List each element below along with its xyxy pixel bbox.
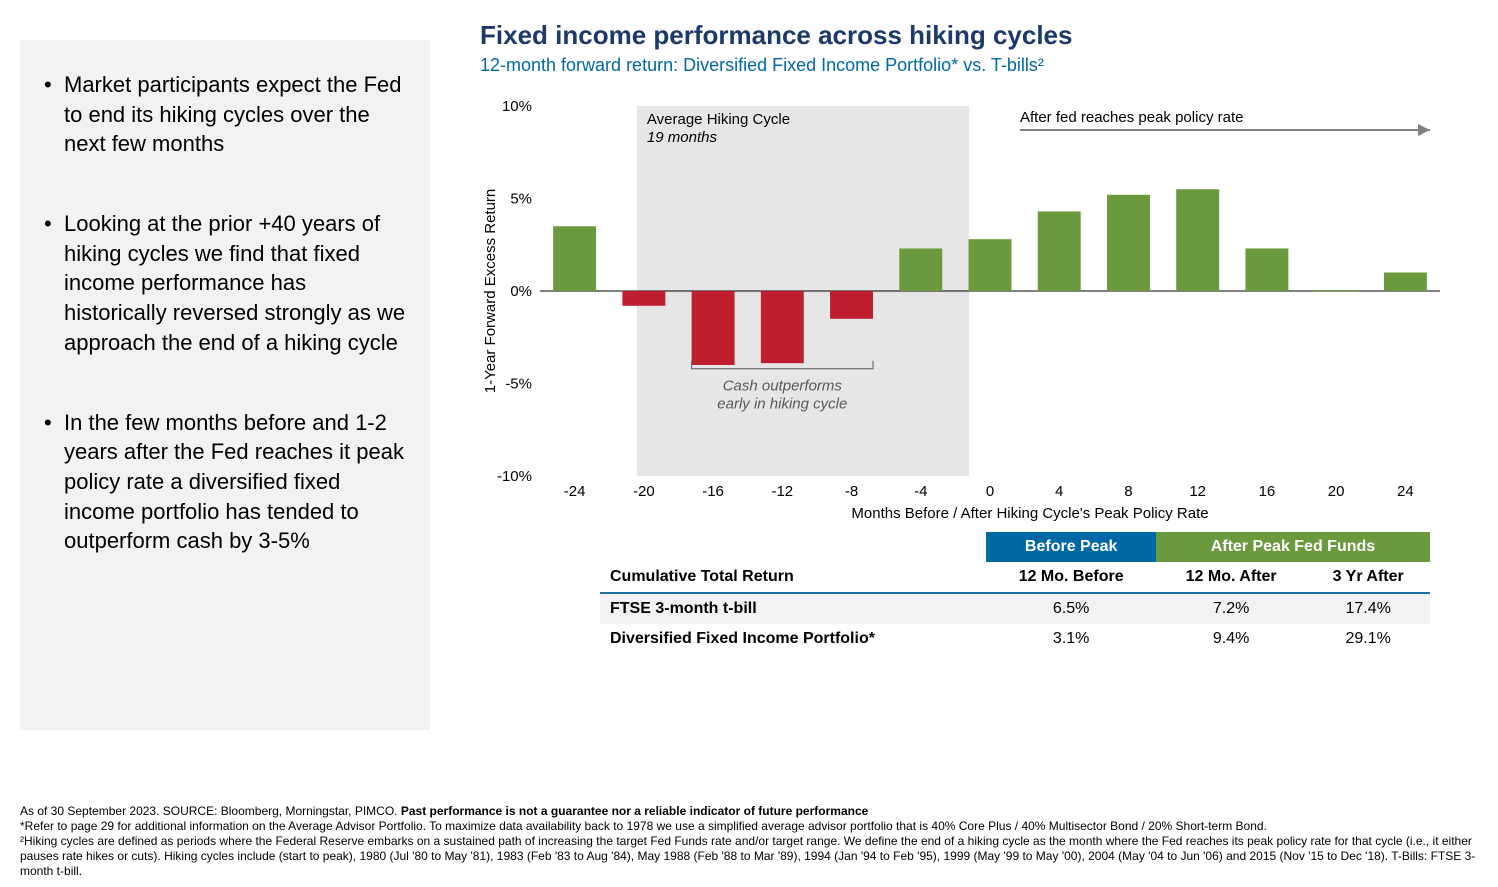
footnote-line: As of 30 September 2023. SOURCE: Bloombe…: [20, 804, 1478, 819]
footnote-text: As of 30 September 2023. SOURCE: Bloombe…: [20, 804, 401, 818]
svg-text:1-Year Forward Excess Return: 1-Year Forward Excess Return: [482, 189, 499, 394]
table-subheader-row: Cumulative Total Return 12 Mo. Before 12…: [600, 562, 1430, 593]
bar-chart: -10% -5% 0% 5% 10% -24 -20 -16 -12 -8 -4 0 4 8 12 16 20 2…: [480, 86, 1450, 526]
svg-text:0: 0: [986, 483, 994, 500]
table-cell: 29.1%: [1306, 624, 1430, 654]
chart-panel: Fixed income performance across hiking c…: [430, 20, 1478, 730]
footnote-bold: Past performance is not a guarantee nor …: [401, 804, 868, 818]
table-cell: 9.4%: [1156, 624, 1307, 654]
svg-text:10%: 10%: [502, 98, 532, 115]
svg-text:After fed reaches peak policy: After fed reaches peak policy rate: [1020, 109, 1243, 126]
svg-text:8: 8: [1124, 483, 1132, 500]
svg-text:24: 24: [1397, 483, 1414, 500]
table-row: FTSE 3-month t-bill 6.5% 7.2% 17.4%: [600, 593, 1430, 624]
svg-text:-24: -24: [564, 483, 586, 500]
table-cell: 7.2%: [1156, 593, 1307, 624]
svg-text:-10%: -10%: [497, 468, 532, 485]
svg-text:-5%: -5%: [505, 376, 532, 393]
svg-text:19 months: 19 months: [647, 129, 718, 146]
svg-text:-4: -4: [914, 483, 927, 500]
table-col-label: 12 Mo. After: [1156, 562, 1307, 593]
bullet-item: Market participants expect the Fed to en…: [44, 70, 406, 159]
table-cell: 6.5%: [986, 593, 1155, 624]
chart-title: Fixed income performance across hiking c…: [480, 20, 1478, 51]
table-header-before: Before Peak: [986, 532, 1155, 562]
svg-text:16: 16: [1259, 483, 1276, 500]
svg-text:4: 4: [1055, 483, 1063, 500]
table-col-label: 3 Yr After: [1306, 562, 1430, 593]
svg-text:early in hiking cycle: early in hiking cycle: [717, 396, 847, 413]
table-row-label: Diversified Fixed Income Portfolio*: [600, 624, 986, 654]
bullet-item: In the few months before and 1-2 years a…: [44, 408, 406, 556]
table-cell: 3.1%: [986, 624, 1155, 654]
svg-text:5%: 5%: [510, 191, 532, 208]
svg-text:Cash outperforms: Cash outperforms: [723, 378, 843, 395]
svg-text:Months Before / After Hiking C: Months Before / After Hiking Cycle's Pea…: [851, 505, 1208, 522]
chart-wrap: -10% -5% 0% 5% 10% -24 -20 -16 -12 -8 -4 0 4 8 12 16 20 2…: [480, 86, 1478, 526]
slide-container: Market participants expect the Fed to en…: [0, 0, 1498, 730]
table-top-header-row: Before Peak After Peak Fed Funds: [600, 532, 1430, 562]
svg-text:20: 20: [1328, 483, 1345, 500]
table-row-label: FTSE 3-month t-bill: [600, 593, 986, 624]
table-cell: 17.4%: [1306, 593, 1430, 624]
returns-table: Before Peak After Peak Fed Funds Cumulat…: [600, 532, 1430, 654]
svg-text:-8: -8: [845, 483, 858, 500]
svg-text:0%: 0%: [510, 283, 532, 300]
table-header-after: After Peak Fed Funds: [1156, 532, 1430, 562]
svg-text:-16: -16: [702, 483, 724, 500]
footnote-line: *Refer to page 29 for additional informa…: [20, 819, 1478, 834]
table-col-label: 12 Mo. Before: [986, 562, 1155, 593]
svg-text:-20: -20: [633, 483, 655, 500]
footnote-line: ²Hiking cycles are defined as periods wh…: [20, 834, 1478, 879]
chart-subtitle: 12-month forward return: Diversified Fix…: [480, 55, 1478, 76]
bullets-list: Market participants expect the Fed to en…: [44, 70, 406, 556]
svg-text:-12: -12: [771, 483, 793, 500]
bullet-item: Looking at the prior +40 years of hiking…: [44, 209, 406, 357]
svg-text:12: 12: [1189, 483, 1206, 500]
table-rowheader-label: Cumulative Total Return: [600, 562, 986, 593]
footnotes: As of 30 September 2023. SOURCE: Bloombe…: [20, 804, 1478, 879]
svg-text:Average Hiking Cycle: Average Hiking Cycle: [647, 111, 790, 128]
bullets-panel: Market participants expect the Fed to en…: [20, 40, 430, 730]
table-row: Diversified Fixed Income Portfolio* 3.1%…: [600, 624, 1430, 654]
